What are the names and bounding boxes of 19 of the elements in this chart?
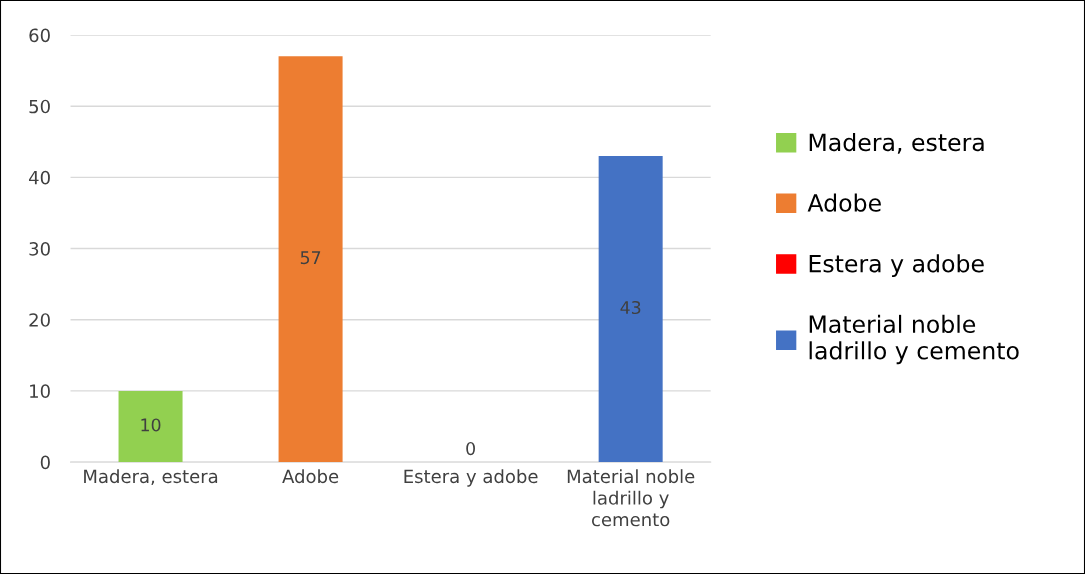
y-tick-label: 10 <box>30 384 50 399</box>
data-label: 57 <box>300 251 321 265</box>
data-label: 43 <box>620 300 641 315</box>
legend-label: Estera y adobe <box>809 254 984 278</box>
legend-label: Material noble ladrillo y cemento <box>809 314 1019 365</box>
legend-label: Madera, estera <box>809 132 984 154</box>
y-tick-label: 30 <box>29 242 50 256</box>
y-tick-label: 20 <box>29 313 50 327</box>
y-tick-label: 50 <box>29 99 50 114</box>
x-tick-label: Estera y adobe <box>404 469 538 487</box>
y-tick-label: 60 <box>29 28 50 43</box>
legend-label: Adobe <box>807 193 881 212</box>
y-tick-label: 40 <box>28 170 50 185</box>
data-label: 0 <box>466 442 475 456</box>
data-label: 10 <box>141 418 161 432</box>
x-tick-label: Madera, estera <box>84 469 218 486</box>
x-tick-label: Material noble ladrillo y cemento <box>567 469 695 527</box>
y-tick-label: 0 <box>40 455 50 470</box>
x-tick-label: Adobe <box>282 469 339 484</box>
